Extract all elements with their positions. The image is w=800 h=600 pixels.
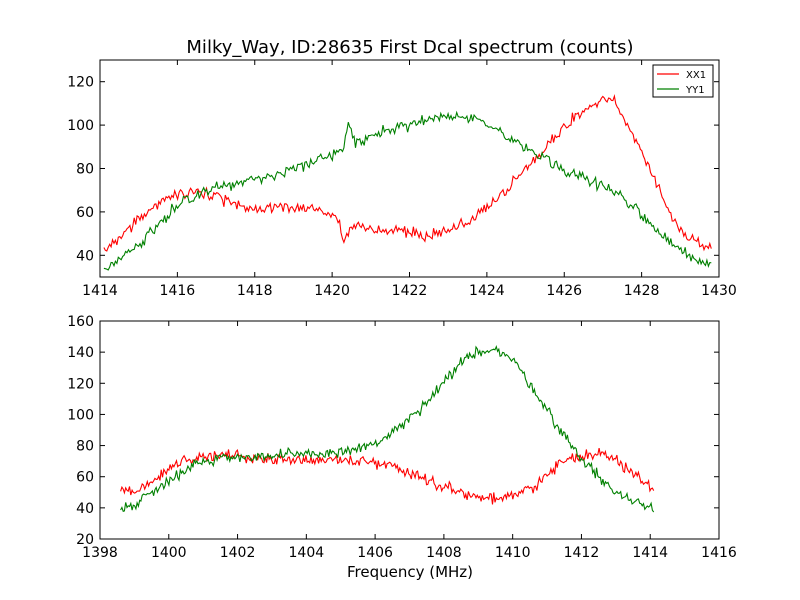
series-line-yy1-panel-2 — [120, 345, 655, 513]
bottom-panel: 1398 1400 1402 1404 1406 1408 1410 1412 1414 1416… — [67, 314, 737, 561]
y-tick-label: 100 — [67, 118, 94, 134]
x-tick-label: 1402 — [220, 545, 256, 561]
x-tick-label: 1418 — [237, 283, 273, 299]
x-tick-label: 1400 — [151, 545, 187, 561]
x-tick-label: 1430 — [701, 283, 737, 299]
x-tick-label: 1406 — [357, 545, 393, 561]
legend-label-xx1: XX1 — [686, 70, 706, 81]
y-tick-label: 60 — [76, 205, 94, 221]
y-tick-label: 40 — [76, 248, 94, 264]
x-tick-label: 1428 — [624, 283, 660, 299]
y-tick-label: 140 — [67, 345, 94, 361]
y-tick-label: 40 — [76, 501, 94, 517]
top-panel: 1414 1416 1418 1420 1422 1424 1426 1428 1430 40 60… — [67, 59, 737, 299]
x-tick-label: 1410 — [495, 545, 531, 561]
y-tick-label: 80 — [76, 162, 94, 178]
y-tick-label: 80 — [76, 439, 94, 455]
x-axis-label: Frequency (MHz) — [347, 563, 473, 581]
x-tick-label: 1414 — [632, 545, 668, 561]
x-tick-label: 1404 — [289, 545, 325, 561]
y-tick-label: 160 — [67, 314, 94, 330]
x-tick-label: 1412 — [564, 545, 600, 561]
chart-title: Milky_Way, ID:28635 First Dcal spectrum … — [186, 37, 633, 58]
y-tick-label: 120 — [67, 376, 94, 392]
x-tick-label: 1416 — [701, 545, 737, 561]
y-tick-label: 120 — [67, 75, 94, 91]
legend-label-yy1: YY1 — [685, 85, 705, 96]
x-tick-label: 1424 — [469, 283, 505, 299]
y-tick-label: 60 — [76, 470, 94, 486]
x-tick-label: 1422 — [392, 283, 428, 299]
y-tick-label: 100 — [67, 407, 94, 423]
series-line-yy1-panel-1 — [103, 110, 712, 271]
x-tick-label: 1414 — [82, 283, 118, 299]
x-tick-label: 1416 — [160, 283, 196, 299]
x-tick-label: 1398 — [82, 545, 118, 561]
x-tick-label: 1408 — [426, 545, 462, 561]
x-tick-label: 1426 — [546, 283, 582, 299]
legend-box — [652, 64, 714, 98]
x-tick-label: 1420 — [314, 283, 350, 299]
y-tick-label: 20 — [76, 532, 94, 548]
series-line-xx1-panel-2 — [120, 447, 655, 505]
axes-frame-panel-2 — [99, 320, 720, 540]
